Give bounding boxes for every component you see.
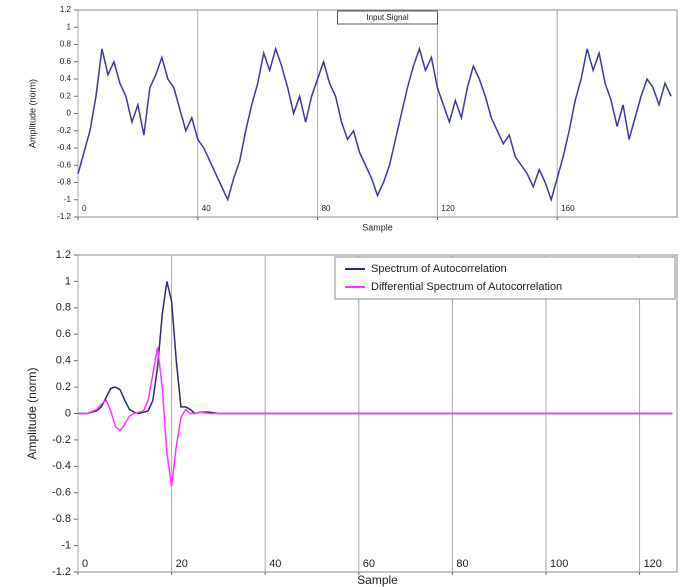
y-tick-label: 0.4 [56, 355, 71, 367]
x-tick-label: 120 [441, 204, 455, 213]
y-tick-label: 0.6 [60, 57, 72, 66]
series-line [77, 46, 672, 203]
y-tick-label: -0.2 [52, 434, 71, 446]
x-tick-label: 160 [561, 204, 575, 213]
y-tick-label: 1.2 [56, 249, 71, 261]
legend-box [334, 256, 676, 300]
y-tick-label: 0.2 [60, 91, 72, 100]
x-tick-label: 120 [644, 558, 662, 570]
x-tick-label: 0 [82, 204, 87, 213]
x-tick-label: 100 [550, 558, 568, 570]
y-tick-label: 1.2 [60, 5, 72, 14]
y-tick-label: 0.2 [56, 381, 71, 393]
y-tick-label: -0.2 [57, 126, 71, 135]
x-tick-label: 60 [363, 558, 375, 570]
y-tick-label: 0.6 [56, 328, 71, 340]
x-axis-label: Sample [362, 222, 393, 232]
y-axis-label: Amplitude (norm) [27, 79, 37, 148]
legend-label: Differential Spectrum of Autocorrelation [371, 281, 562, 293]
legend-box [337, 10, 438, 25]
y-tick-label: -1 [64, 195, 72, 204]
y-tick-label: 1 [65, 275, 71, 287]
x-tick-label: 40 [202, 204, 211, 213]
x-axis-label: Sample [357, 573, 398, 587]
y-tick-label: -0.8 [52, 513, 71, 525]
y-axis-label: Amplitude (norm) [25, 367, 39, 459]
plot-area [77, 9, 678, 218]
y-tick-label: 0 [67, 109, 72, 118]
x-tick-label: 80 [322, 204, 331, 213]
y-tick-label: -1 [61, 539, 71, 551]
legend-label: Input Signal [366, 13, 408, 22]
y-tick-label: -1.2 [57, 212, 71, 221]
legend-label: Spectrum of Autocorrelation [371, 263, 507, 275]
x-tick-label: 20 [176, 558, 188, 570]
x-tick-label: 40 [269, 558, 281, 570]
y-tick-label: 0 [65, 407, 71, 419]
y-tick-label: -1.2 [52, 566, 71, 578]
y-tick-label: 0.4 [60, 74, 72, 83]
y-tick-label: -0.4 [57, 143, 71, 152]
series-line [78, 347, 673, 487]
x-tick-label: 80 [456, 558, 468, 570]
y-tick-label: 0.8 [56, 302, 71, 314]
y-tick-label: 0.8 [60, 40, 72, 49]
y-tick-label: 1 [67, 22, 72, 31]
y-tick-label: -0.6 [52, 487, 71, 499]
y-tick-label: -0.4 [52, 460, 71, 472]
y-tick-label: -0.6 [57, 160, 71, 169]
y-tick-label: -0.8 [57, 178, 71, 187]
x-tick-label: 0 [82, 558, 88, 570]
